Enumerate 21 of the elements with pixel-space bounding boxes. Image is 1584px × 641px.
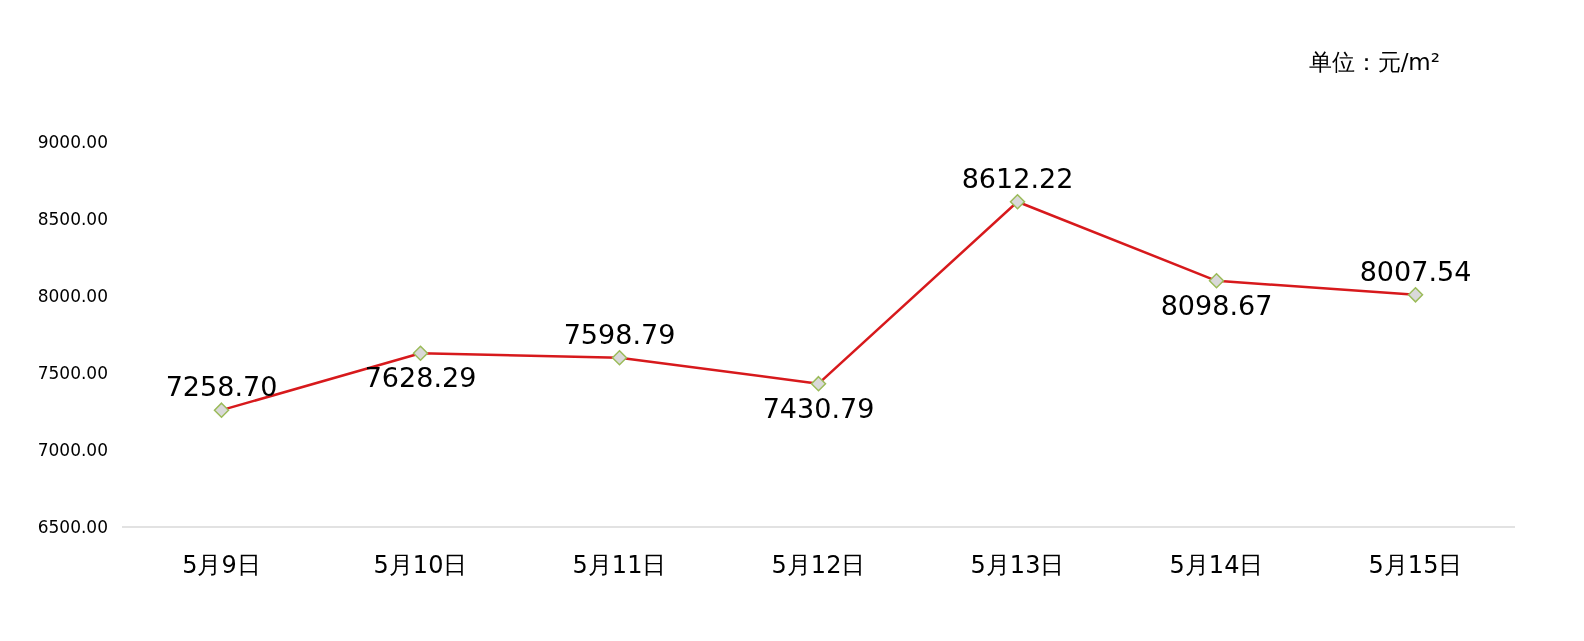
data-label: 7628.29 (364, 362, 477, 394)
y-tick-label: 7500.00 (37, 363, 108, 383)
y-tick-label: 8000.00 (37, 286, 108, 306)
x-tick-label: 5月10日 (373, 551, 468, 579)
x-tick-label: 5月14日 (1169, 551, 1264, 579)
x-tick-label: 5月12日 (771, 551, 866, 579)
x-tick-label: 5月9日 (182, 551, 261, 579)
y-tick-label: 6500.00 (37, 517, 108, 537)
y-tick-label: 7000.00 (37, 440, 108, 460)
x-tick-label: 5月15日 (1368, 551, 1463, 579)
data-label: 7598.79 (563, 318, 676, 350)
y-tick-label: 9000.00 (37, 132, 108, 152)
y-tick-label: 8500.00 (37, 209, 108, 229)
x-tick-label: 5月11日 (572, 551, 667, 579)
data-label: 7258.70 (165, 371, 278, 403)
data-label: 8007.54 (1359, 255, 1472, 287)
data-label: 7430.79 (762, 392, 875, 424)
text: 单位：元/m² (1308, 49, 1440, 75)
data-label: 8098.67 (1160, 289, 1273, 321)
x-tick-label: 5月13日 (970, 551, 1065, 579)
data-label: 8612.22 (961, 162, 1074, 194)
